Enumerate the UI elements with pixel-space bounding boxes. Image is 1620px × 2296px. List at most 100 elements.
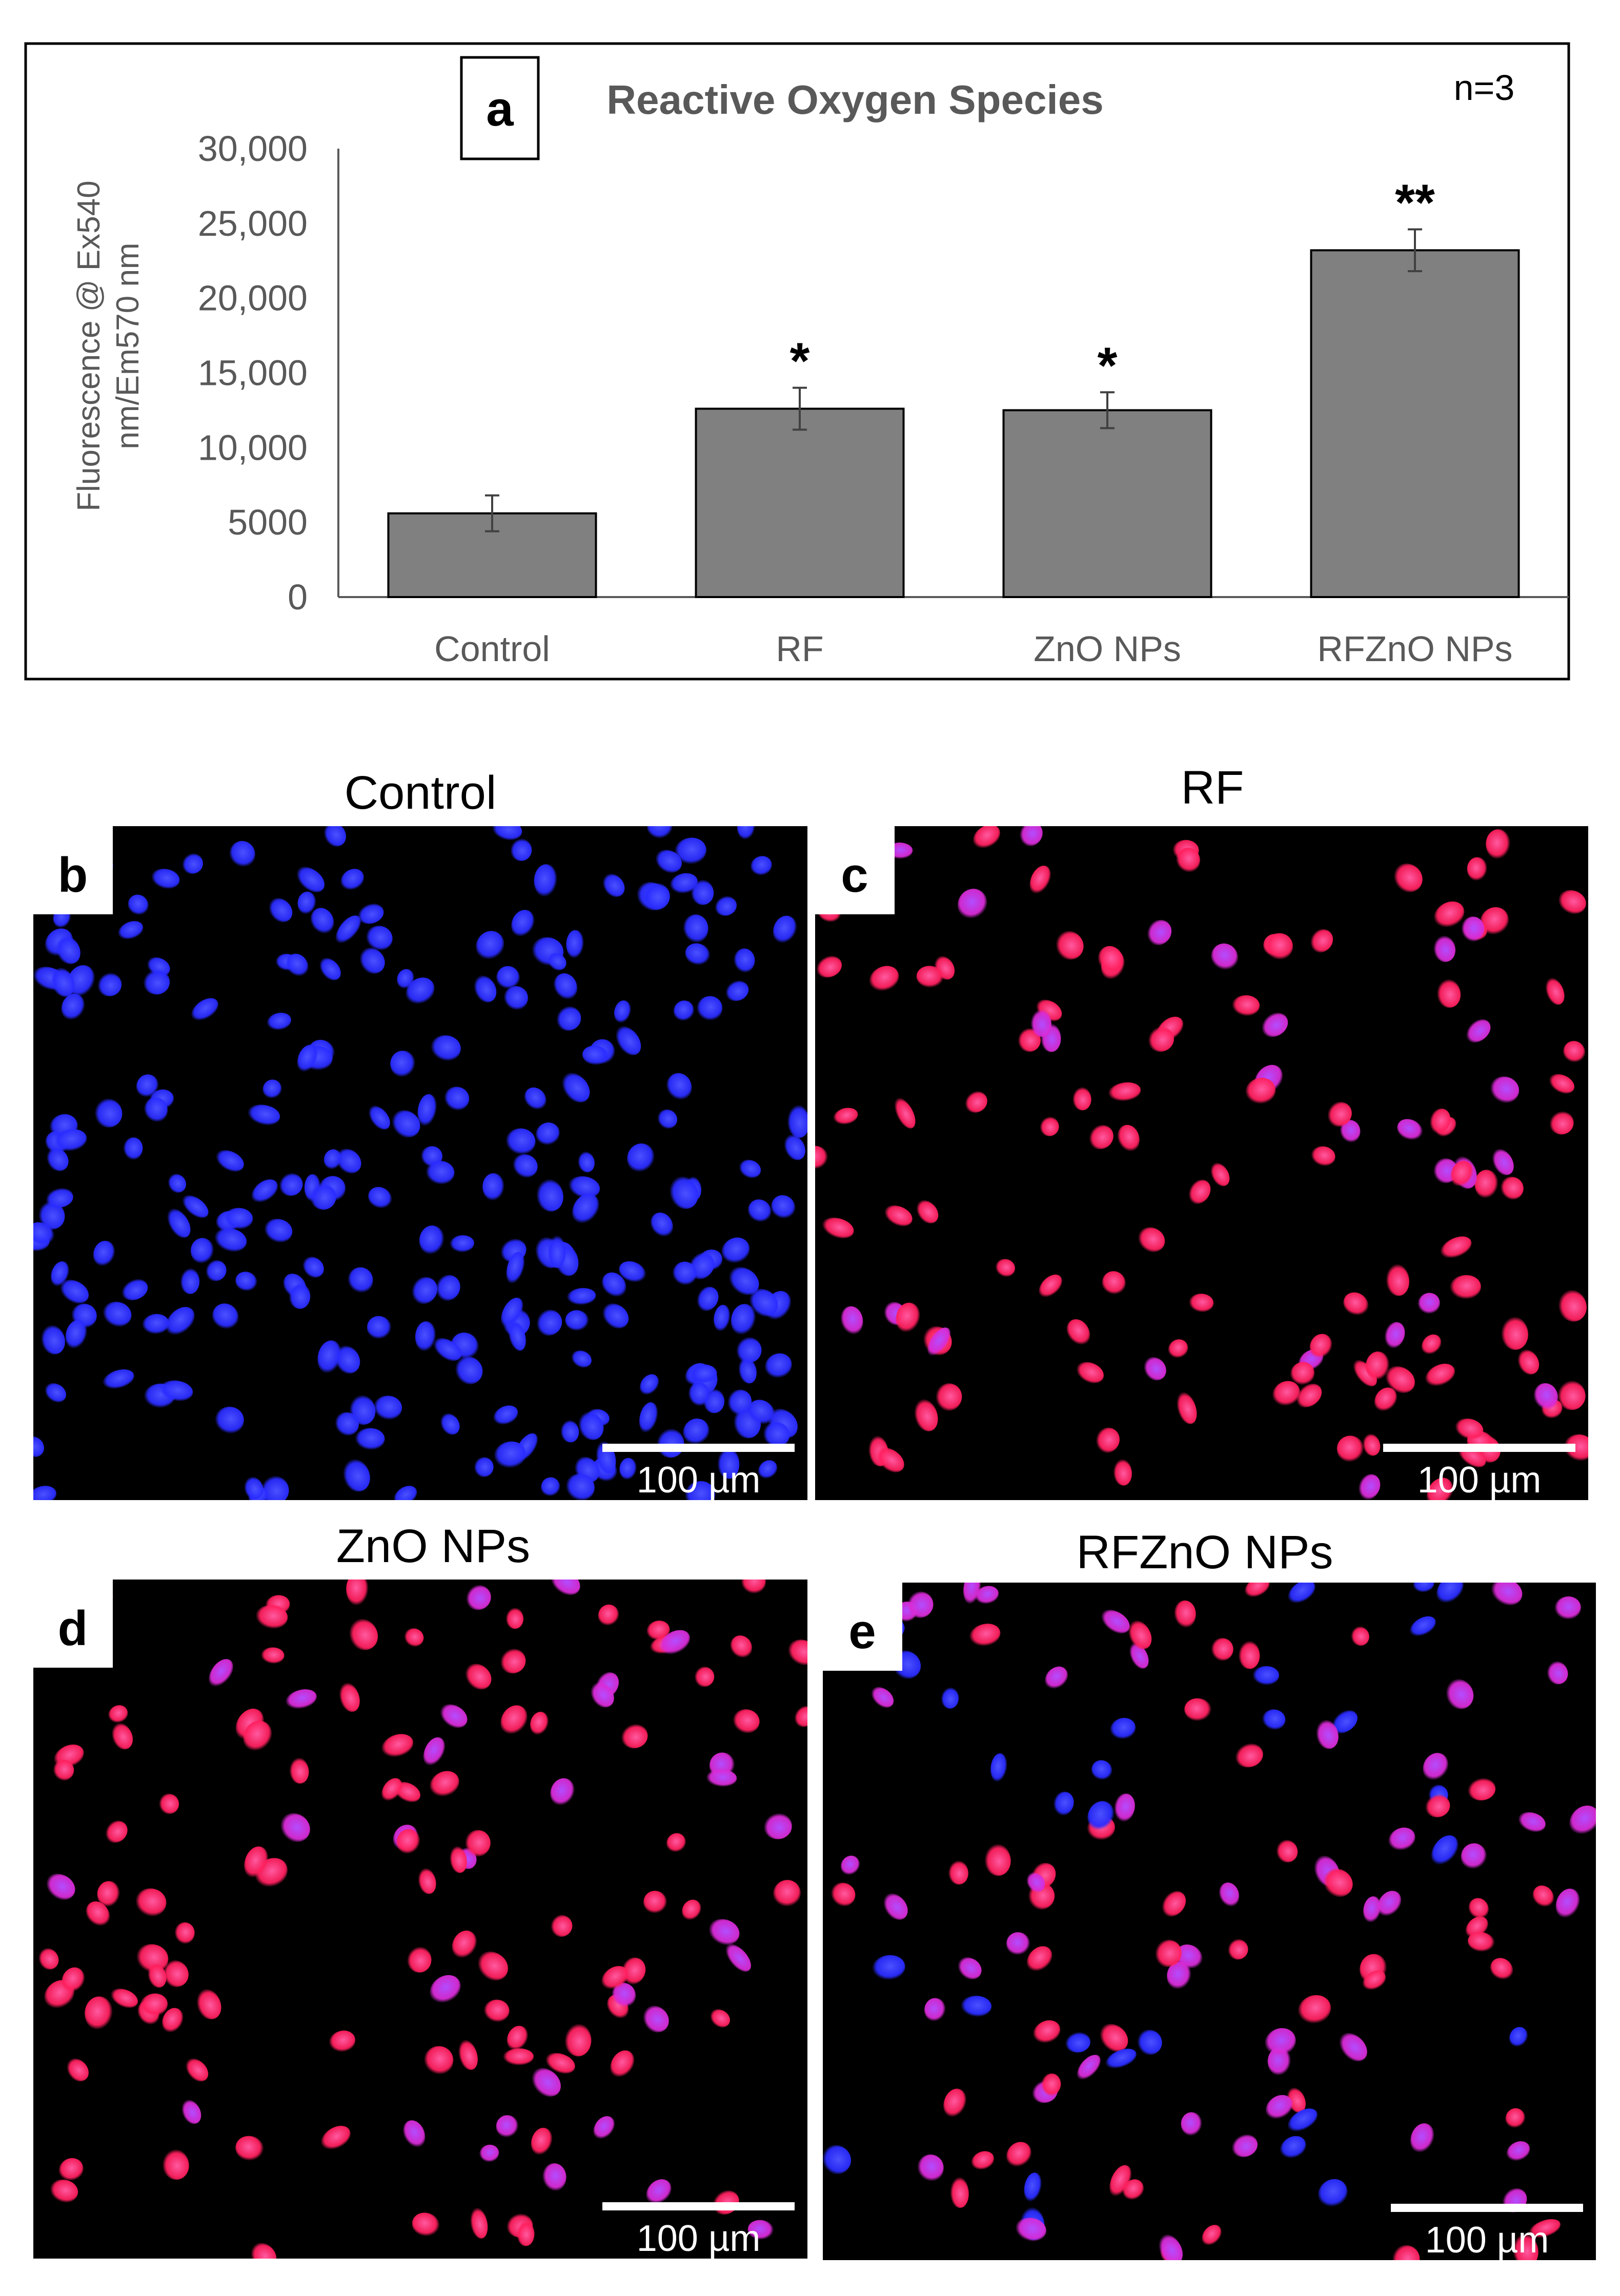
cell-nucleus [840,1855,860,1876]
cell-nucleus [1102,1271,1126,1295]
cell-nucleus [1468,1932,1495,1952]
cell-nucleus [927,1327,951,1357]
cell-nucleus [1015,2218,1046,2242]
cell-nucleus [297,891,316,915]
cell-nucleus [367,1316,392,1340]
cell-nucleus [144,1097,168,1122]
cell-nucleus [97,1881,120,1907]
cell-nucleus [424,2046,454,2075]
cell-nucleus [602,874,625,897]
cell-nucleus [93,1240,115,1267]
cell-nucleus [190,1238,214,1264]
cell-nucleus [1548,1074,1575,1094]
cell-nucleus [500,1648,526,1674]
cell-nucleus [1431,1835,1459,1865]
cell-nucleus [758,1460,778,1479]
cell-nucleus [1490,1583,1523,1606]
cell-nucleus [1384,1322,1405,1348]
cell-nucleus [135,1888,167,1917]
cell-nucleus [458,2040,478,2070]
cell-nucleus [289,1282,311,1309]
cell-nucleus [229,840,255,868]
cell-nucleus [1129,1643,1149,1669]
cell-nucleus [479,2144,499,2163]
cell-nucleus [391,1110,420,1138]
cell-nucleus [439,1704,468,1728]
cell-nucleus [50,968,75,997]
bars: * *** [387,174,1520,599]
cell-nucleus [40,1325,65,1355]
cell-nucleus [990,1753,1007,1782]
cell-nucleus [55,936,80,965]
cell-nucleus [214,1406,244,1434]
cell-nucleus [1309,1334,1332,1359]
cell-nucleus [673,1000,694,1021]
cell-nucleus [1184,1698,1212,1721]
significance-marker: * [1098,337,1118,394]
cell-nucleus [302,1257,324,1278]
cell-nucleus [540,1477,560,1497]
cell-nucleus [143,969,170,995]
cell-nucleus [45,1187,73,1208]
cell-nucleus [511,910,535,937]
cell-nucleus [323,826,347,847]
scale-bar-label: 100 µm [1425,2220,1549,2261]
category-label: Control [434,629,550,669]
cell-nucleus [1425,1794,1450,1817]
cell-nucleus [550,1778,575,1806]
cell-nucleus [688,1382,710,1406]
cell-nucleus [694,1667,715,1687]
cell-nucleus [725,980,749,1001]
y-tick-label: 25,000 [198,203,308,243]
cell-nucleus [147,1963,167,1988]
cell-nucleus [1490,1076,1520,1103]
cell-nucleus [140,1993,168,2017]
cell-nucleus [566,1288,596,1305]
cell-nucleus [85,1996,113,2030]
cell-nucleus [65,1320,87,1349]
cell-nucleus [1117,1124,1140,1152]
cell-nucleus [366,926,393,951]
cell-nucleus [762,1422,790,1448]
cell-nucleus [869,966,899,992]
cell-nucleus [355,1428,385,1450]
cell-nucleus [706,1769,737,1787]
cell-nucleus [659,1630,690,1655]
cell-nucleus [450,1235,475,1253]
cell-nucleus [500,1705,528,1735]
cell-nucleus [1490,1958,1513,1980]
cell-nucleus [1265,2028,1296,2056]
cell-nucleus [683,1418,710,1445]
cell-nucleus [941,1687,959,1709]
cell-nucleus [1340,1120,1361,1143]
cell-nucleus [163,1960,189,1987]
cell-nucleus [646,2179,672,2205]
cell-nucleus [1501,1317,1528,1350]
cell-nucleus [914,1399,938,1431]
cell-nucleus [610,2050,635,2078]
cell-nucleus [876,1447,904,1472]
cell-nucleus [547,952,566,971]
cell-nucleus [1327,1102,1352,1127]
cell-nucleus [1041,2073,1061,2097]
cell-nucleus [102,1301,132,1327]
cell-nucleus [639,1402,658,1433]
cell-nucleus [916,966,944,988]
cell-nucleus [1339,2033,1367,2061]
cell-nucleus [1461,916,1485,942]
cell-nucleus [404,1628,424,1647]
cell-nucleus [368,1105,390,1130]
cell-nucleus [787,1639,807,1666]
cell-nucleus [1040,1116,1059,1136]
cell-nucleus [492,826,522,840]
cell-nucleus [773,915,797,944]
cell-nucleus [666,1073,692,1100]
cell-nucleus [508,1320,526,1351]
cell-nucleus [185,2058,209,2082]
cell-nucleus [1558,890,1586,914]
cell-nucleus [1211,943,1238,971]
cell-nucleus [426,1161,455,1185]
cell-nucleus [682,1899,701,1921]
cell-nucleus [1110,1717,1136,1740]
cell-nucleus [494,1441,526,1469]
